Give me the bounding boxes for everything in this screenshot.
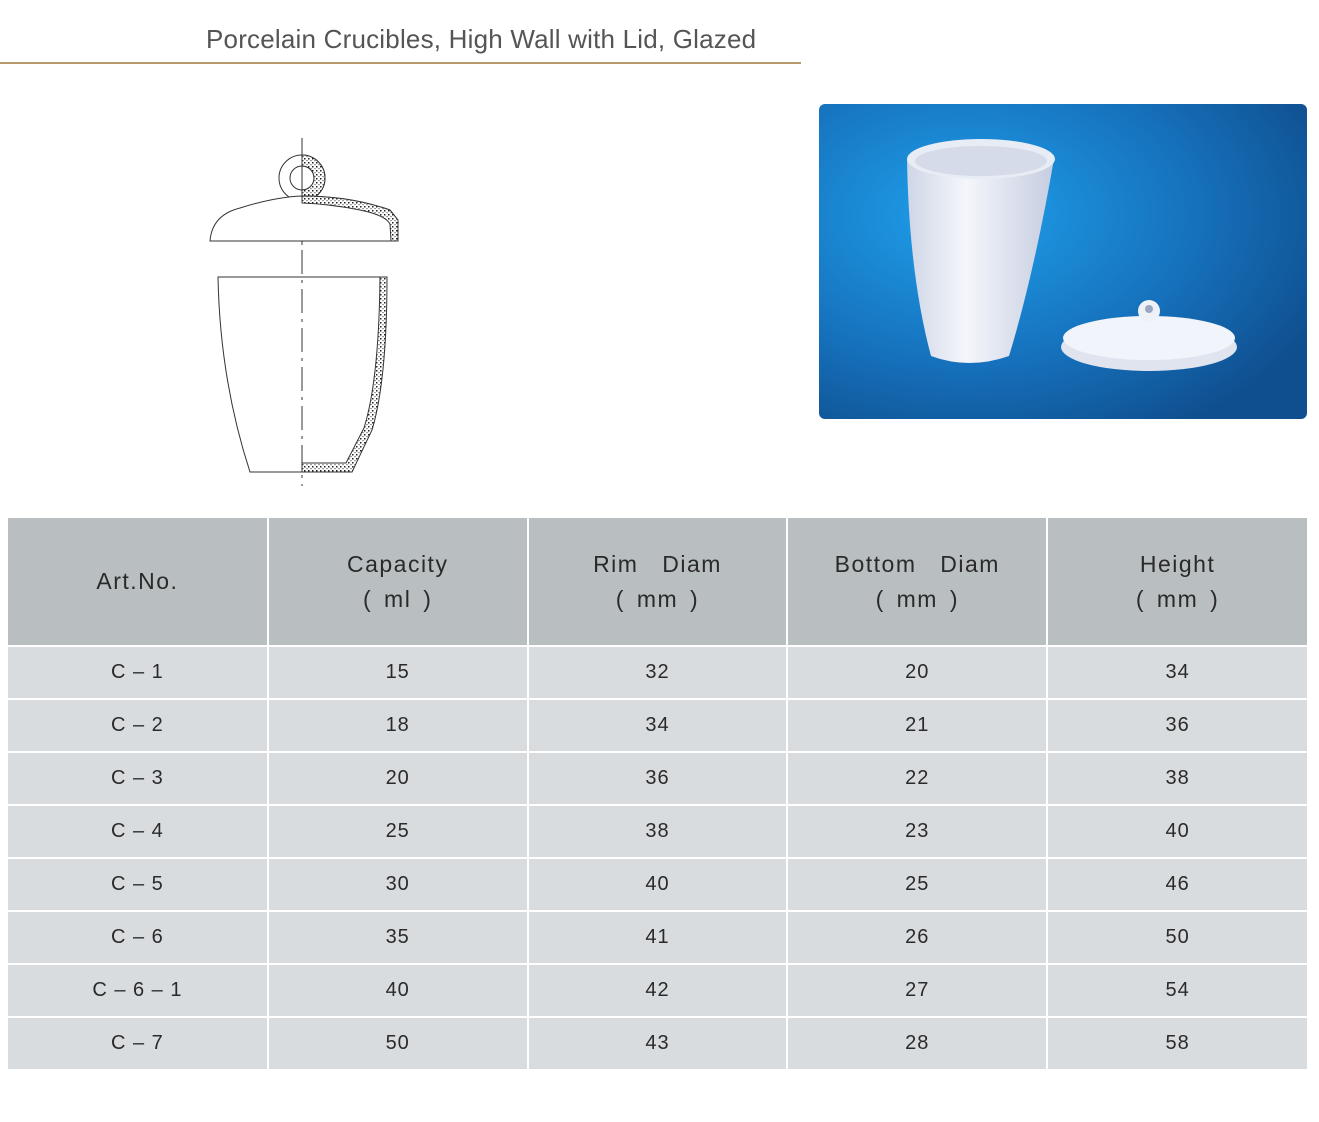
cell-art-no: C – 6 [8, 910, 269, 965]
cell-capacity: 20 [266, 751, 529, 806]
cell-bottom-diam: 25 [786, 857, 1049, 912]
header-label: Height [1139, 550, 1216, 577]
cell-height: 40 [1046, 804, 1307, 859]
header-capacity: Capacity ( ml ) [266, 516, 529, 647]
cell-rim-diam: 36 [526, 751, 789, 806]
cell-height: 36 [1046, 698, 1307, 753]
cell-rim-diam: 34 [526, 698, 789, 753]
cell-art-no: C – 7 [8, 1016, 269, 1071]
cell-rim-diam: 42 [526, 963, 789, 1018]
header-rim-diam: Rim Diam ( mm ) [526, 516, 789, 647]
cell-height: 58 [1046, 1016, 1307, 1071]
cell-height: 46 [1046, 857, 1307, 912]
cell-art-no: C – 3 [8, 751, 269, 806]
header-bottom-diam: Bottom Diam ( mm ) [786, 516, 1049, 647]
cell-art-no: C – 2 [8, 698, 269, 753]
cell-rim-diam: 40 [526, 857, 789, 912]
table-row: C – 1 15 32 20 34 [8, 645, 1307, 700]
cell-bottom-diam: 22 [786, 751, 1049, 806]
table-header-row: Art.No. Capacity ( ml ) Rim Diam ( mm ) Bo… [8, 516, 1307, 647]
table-row: C – 4 25 38 23 40 [8, 804, 1307, 859]
table-row: C – 6 – 1 40 42 27 54 [8, 963, 1307, 1018]
table-row: C – 6 35 41 26 50 [8, 910, 1307, 965]
cell-bottom-diam: 27 [786, 963, 1049, 1018]
header-unit: ( mm ) [615, 585, 700, 612]
crucible-technical-drawing [209, 138, 399, 486]
cell-bottom-diam: 21 [786, 698, 1049, 753]
cell-art-no: C – 1 [8, 645, 269, 700]
header-unit: ( mm ) [1135, 585, 1220, 612]
header-unit: ( ml ) [363, 585, 433, 612]
header-label: Art.No. [96, 568, 179, 594]
title-underline [0, 62, 801, 64]
cell-height: 38 [1046, 751, 1307, 806]
page-title: Porcelain Crucibles, High Wall with Lid,… [206, 24, 757, 54]
cell-rim-diam: 41 [526, 910, 789, 965]
cell-rim-diam: 38 [526, 804, 789, 859]
table-row: C – 3 20 36 22 38 [8, 751, 1307, 806]
cell-art-no: C – 6 – 1 [8, 963, 269, 1018]
cell-rim-diam: 32 [526, 645, 789, 700]
cell-capacity: 40 [266, 963, 529, 1018]
cell-capacity: 18 [266, 698, 529, 753]
cell-bottom-diam: 20 [786, 645, 1049, 700]
cell-height: 34 [1046, 645, 1307, 700]
cell-bottom-diam: 26 [786, 910, 1049, 965]
header-label: Rim Diam [593, 550, 722, 577]
table-row: C – 7 50 43 28 58 [8, 1016, 1307, 1071]
header-art-no: Art.No. [8, 516, 269, 647]
cell-capacity: 30 [266, 857, 529, 912]
crucible-product-photo [819, 104, 1307, 419]
cell-capacity: 50 [266, 1016, 529, 1071]
cell-art-no: C – 4 [8, 804, 269, 859]
header-label: Bottom Diam [834, 550, 1000, 577]
cell-rim-diam: 43 [526, 1016, 789, 1071]
header-label: Capacity [346, 550, 449, 577]
cell-art-no: C – 5 [8, 857, 269, 912]
specifications-table: Art.No. Capacity ( ml ) Rim Diam ( mm ) Bo… [8, 516, 1307, 1071]
cell-capacity: 35 [266, 910, 529, 965]
table-row: C – 5 30 40 25 46 [8, 857, 1307, 912]
cell-bottom-diam: 23 [786, 804, 1049, 859]
cell-height: 54 [1046, 963, 1307, 1018]
header-unit: ( mm ) [875, 585, 959, 612]
cell-capacity: 15 [266, 645, 529, 700]
cell-height: 50 [1046, 910, 1307, 965]
cell-capacity: 25 [266, 804, 529, 859]
header-height: Height ( mm ) [1046, 516, 1307, 647]
cell-bottom-diam: 28 [786, 1016, 1049, 1071]
table-row: C – 2 18 34 21 36 [8, 698, 1307, 753]
